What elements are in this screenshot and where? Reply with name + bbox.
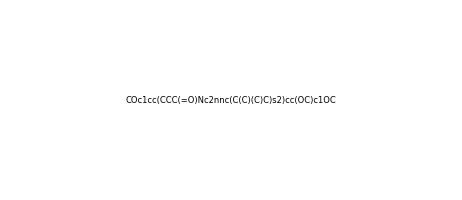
Text: COc1cc(CCC(=O)Nc2nnc(C(C)(C)C)s2)cc(OC)c1OC: COc1cc(CCC(=O)Nc2nnc(C(C)(C)C)s2)cc(OC)c… <box>126 96 336 105</box>
